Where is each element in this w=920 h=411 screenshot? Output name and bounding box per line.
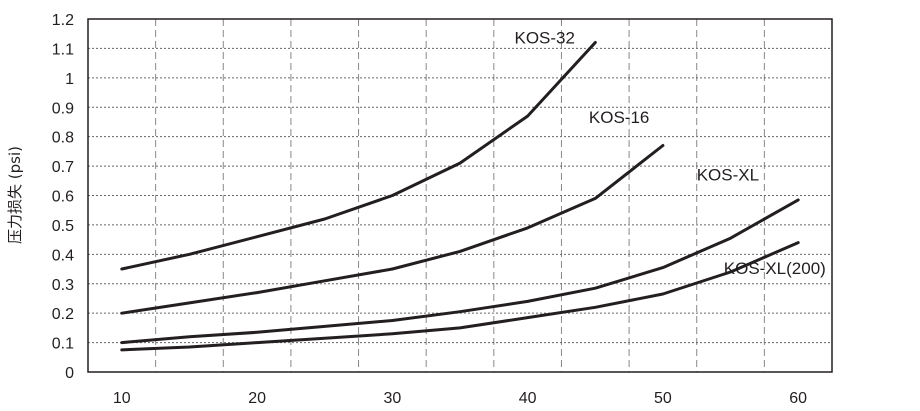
y-axis-label: 压力损失 (psi) (6, 146, 24, 244)
y-tick-label: 1 (65, 71, 74, 88)
x-tick-label: 40 (519, 390, 537, 407)
series-labels: KOS-32 KOS-16 KOS-XL KOS-XL(200) (514, 29, 825, 278)
y-tick-label: 0.8 (52, 130, 74, 147)
series-label: KOS-32 (514, 29, 574, 48)
series-label: KOS-16 (589, 108, 649, 127)
x-tick-label: 30 (383, 390, 401, 407)
y-tick-label: 1.2 (52, 12, 74, 29)
y-tick-label: 0.6 (52, 189, 74, 206)
plot-frame (87, 18, 833, 373)
y-tick-label: 0.1 (52, 336, 74, 353)
y-tick-label: 0 (65, 365, 74, 382)
series-line-kos-32 (120, 41, 597, 271)
horizontal-gridlines (88, 47, 832, 344)
series-line-kos-xl-200 (120, 241, 800, 352)
y-tick-label: 0.3 (52, 277, 74, 294)
series-label: KOS-XL(200) (724, 259, 826, 278)
series-line-kos-16 (120, 144, 665, 315)
y-tick-label: 0.9 (52, 100, 74, 117)
x-tick-label: 20 (248, 390, 266, 407)
y-tick-label: 0.7 (52, 159, 74, 176)
x-tick-label: 50 (654, 390, 672, 407)
x-tick-labels: 10 20 30 40 50 60 (113, 390, 807, 407)
y-tick-label: 0.5 (52, 218, 74, 235)
y-tick-label: 1.1 (52, 41, 74, 58)
x-tick-label: 60 (789, 390, 807, 407)
series-line-kos-xl (120, 198, 800, 345)
y-tick-label: 0.4 (52, 247, 74, 264)
y-tick-labels: 0 0.1 0.2 0.3 0.4 0.5 0.6 0.7 0.8 0.9 1 1.1 1.2 (52, 12, 74, 382)
x-tick-label: 10 (113, 390, 131, 407)
series-label: KOS-XL (697, 166, 759, 185)
series-lines (120, 41, 800, 352)
y-tick-label: 0.2 (52, 306, 74, 323)
